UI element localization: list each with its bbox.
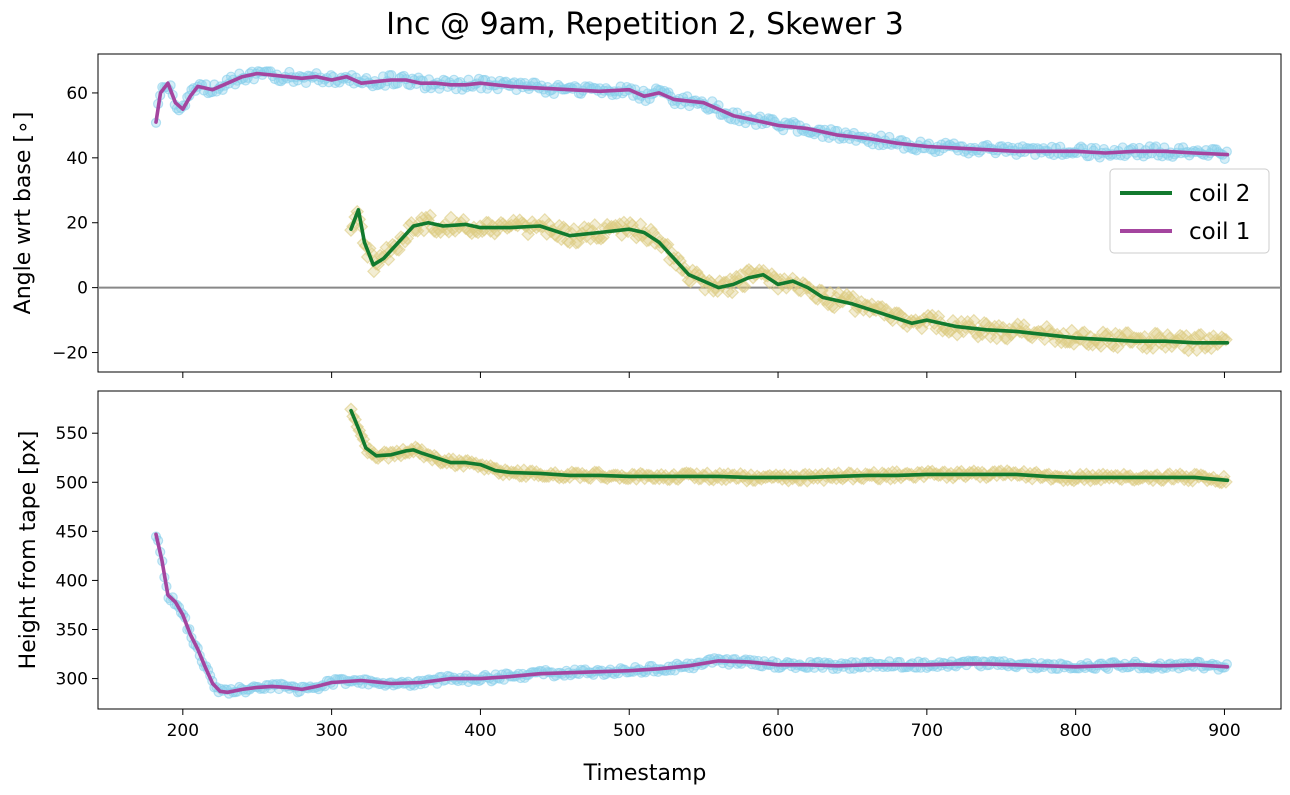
- series-line-coil-2: [349, 208, 1230, 345]
- data-point: [587, 218, 602, 232]
- panel-angle-yticks: −20 0 20 40 60: [52, 84, 98, 364]
- data-point: [587, 465, 602, 480]
- data-point: [367, 264, 381, 279]
- panel-height-ylabel: Height from tape [px]: [16, 431, 41, 670]
- ytick-label: 550: [56, 424, 88, 444]
- panel-angle-xticks: [182, 372, 1225, 378]
- data-point: [998, 331, 1012, 345]
- data-point: [1110, 340, 1125, 355]
- data-point: [569, 235, 583, 250]
- panel-height-frame: [97, 390, 1282, 710]
- xtick-label: 200: [167, 721, 199, 741]
- ytick-label: −20: [52, 344, 88, 364]
- data-point: [771, 282, 785, 296]
- legend-label-coil-1: coil 1: [1189, 219, 1250, 245]
- xtick-label: 700: [911, 721, 943, 741]
- data-point: [737, 279, 752, 294]
- data-point: [914, 321, 929, 336]
- panel-angle-frame: [97, 53, 1282, 373]
- data-point: [417, 223, 431, 238]
- legend: coil 2 coil 1: [1109, 168, 1270, 254]
- ytick-label: 350: [56, 621, 88, 641]
- data-point: [1000, 331, 1015, 346]
- data-point: [1094, 339, 1108, 353]
- ytick-label: 450: [56, 522, 88, 542]
- ytick-label: 60: [66, 84, 88, 104]
- panel-height-xticks: 200 300 400 500 600 700 800 900: [167, 709, 1241, 741]
- xtick-label: 400: [464, 721, 496, 741]
- series-line-coil-2: [349, 408, 1230, 483]
- x-axis-label: Timestamp: [583, 761, 707, 786]
- data-point: [592, 230, 606, 245]
- panel-height-lines: [154, 408, 1230, 695]
- data-point: [717, 275, 731, 290]
- xtick-label: 500: [613, 721, 645, 741]
- data-point: [725, 285, 740, 300]
- panel-height-yticks: 300 350 400 450 500 550: [56, 424, 98, 690]
- data-point: [950, 465, 965, 480]
- xtick-label: 300: [315, 721, 347, 741]
- chart-title: Inc @ 9am, Repetition 2, Skewer 3: [386, 7, 904, 42]
- xtick-label: 600: [762, 721, 794, 741]
- series-line-coil-1: [154, 532, 1230, 695]
- legend-label-coil-2: coil 2: [1189, 181, 1250, 207]
- ytick-label: 300: [56, 670, 88, 690]
- panel-height: 300 350 400 450 500 550 200 300 400 500 600 700 800…: [16, 390, 1282, 741]
- data-point: [1081, 337, 1096, 352]
- data-point: [1189, 343, 1204, 358]
- ytick-label: 40: [66, 149, 88, 169]
- data-point: [1085, 337, 1100, 352]
- xtick-label: 900: [1208, 721, 1240, 741]
- data-point: [950, 327, 965, 342]
- panel-angle-ylabel: Angle wrt base [∘]: [11, 112, 36, 315]
- ytick-label: 20: [66, 214, 88, 234]
- data-point: [1158, 340, 1173, 354]
- ytick-label: 0: [77, 279, 88, 299]
- panel-angle: −20 0 20 40 60 Angle wrt base [∘] coil 2 coi…: [11, 53, 1282, 378]
- xtick-label: 800: [1059, 721, 1091, 741]
- ytick-label: 400: [56, 571, 88, 591]
- data-point: [825, 299, 840, 314]
- panel-angle-lines: [154, 71, 1230, 345]
- data-point: [735, 279, 750, 294]
- series-line-coil-1: [154, 71, 1230, 157]
- ytick-label: 500: [56, 473, 88, 493]
